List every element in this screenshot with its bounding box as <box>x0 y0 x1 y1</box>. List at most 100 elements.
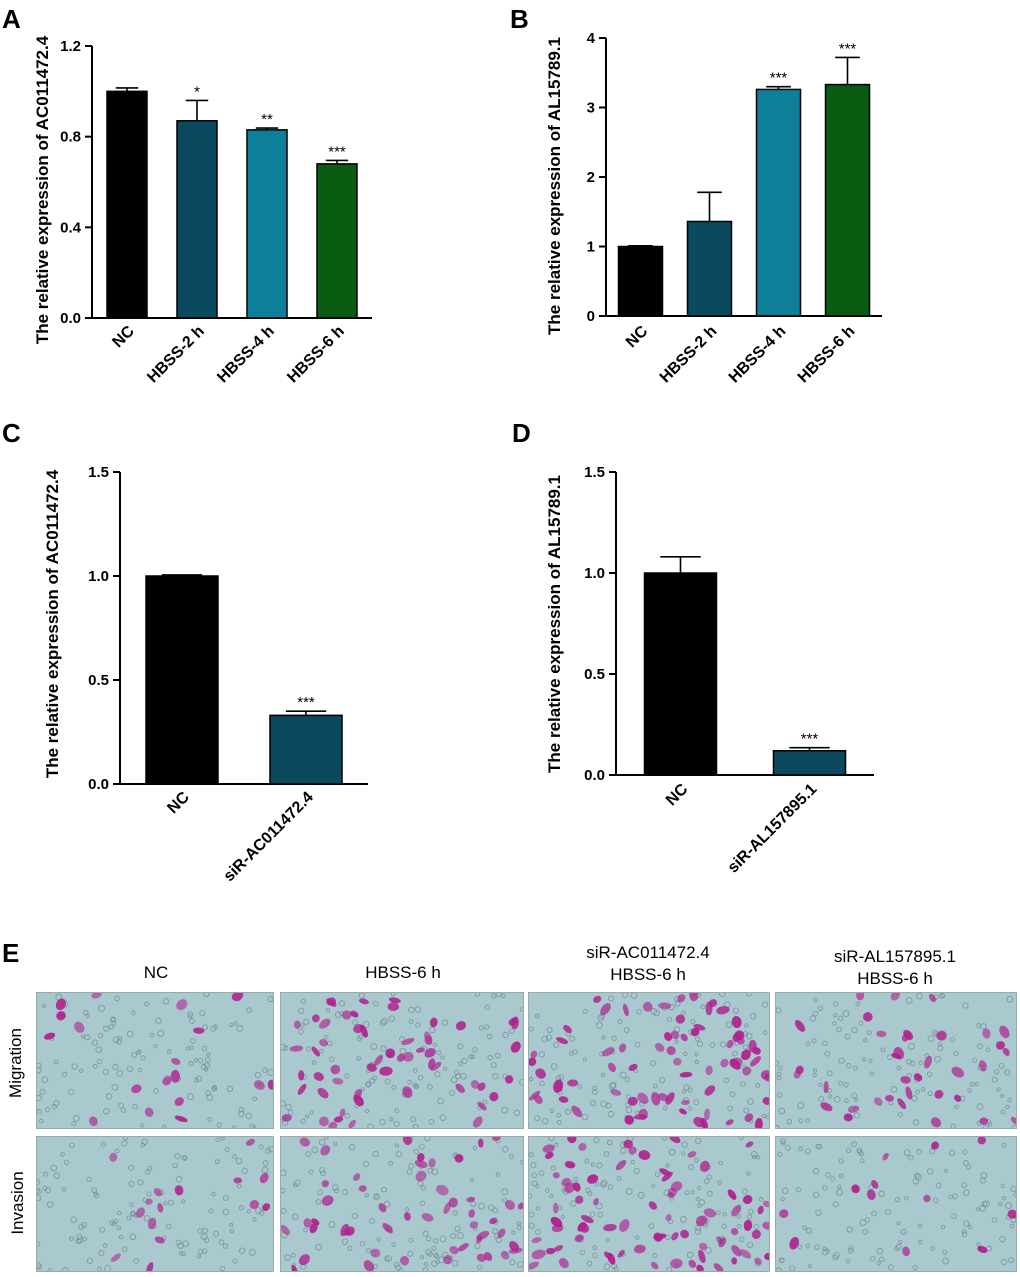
x-category-label: HBSS-2 h <box>144 323 208 387</box>
significance-label: *** <box>770 70 788 87</box>
membrane-pore <box>904 1195 909 1201</box>
membrane-pore <box>1008 1257 1015 1264</box>
bar-chart-d: The relative expression of AL15789.1 0.0 0… <box>545 464 874 876</box>
membrane-pore <box>226 1085 234 1093</box>
stained-cell <box>529 1057 537 1067</box>
membrane-pore <box>932 1197 939 1204</box>
membrane-pore <box>822 1040 828 1046</box>
stained-cell <box>476 1253 487 1262</box>
membrane-pore <box>338 1000 346 1007</box>
membrane-pore <box>258 1144 264 1150</box>
stained-cell <box>871 1180 879 1189</box>
membrane-pore <box>529 1211 535 1218</box>
stained-cell <box>680 1229 689 1239</box>
membrane-pore <box>415 1022 421 1028</box>
membrane-pore <box>431 1245 437 1251</box>
membrane-pore <box>994 1069 1000 1075</box>
membrane-pore <box>114 995 120 1002</box>
membrane-pore <box>809 1015 817 1022</box>
membrane-pore <box>303 1227 308 1233</box>
membrane-pore <box>500 993 506 999</box>
membrane-pore <box>694 1059 699 1065</box>
membrane-pore <box>218 1239 225 1246</box>
membrane-pore <box>962 1002 969 1009</box>
membrane-pore <box>441 1019 449 1026</box>
membrane-pore <box>391 1242 397 1247</box>
stained-cell <box>328 1121 338 1128</box>
membrane-pore <box>739 1236 745 1243</box>
membrane-pore <box>869 1255 876 1262</box>
stained-cell <box>298 1070 305 1081</box>
membrane-pore <box>200 1233 208 1240</box>
stained-cell <box>472 1116 483 1128</box>
membrane-pore <box>380 1017 388 1025</box>
membrane-pore <box>539 1080 545 1087</box>
membrane-pore <box>697 1185 702 1191</box>
membrane-pore <box>37 1264 43 1270</box>
membrane-pore <box>878 1190 885 1198</box>
stained-cell <box>762 1221 769 1230</box>
membrane-pore <box>211 1191 216 1197</box>
membrane-pore <box>140 1142 146 1148</box>
membrane-pore <box>687 1087 693 1093</box>
membrane-pore <box>37 1066 42 1074</box>
stained-cell <box>249 1199 259 1210</box>
stained-cell <box>387 1002 400 1011</box>
membrane-pore <box>1001 1196 1007 1201</box>
membrane-pore <box>709 1042 716 1048</box>
membrane-pore <box>887 1054 893 1061</box>
membrane-pore <box>999 1093 1005 1099</box>
membrane-pore <box>37 1062 42 1069</box>
membrane-pore <box>323 1137 329 1140</box>
membrane-pore <box>894 1246 900 1252</box>
membrane-pore <box>706 1174 713 1180</box>
stained-cell <box>996 1041 1006 1050</box>
stained-cell <box>348 1119 356 1128</box>
membrane-pore <box>39 1118 44 1124</box>
stained-cell <box>388 997 401 1004</box>
membrane-pore <box>942 1249 948 1255</box>
stained-cell <box>764 1252 769 1261</box>
membrane-pore <box>457 1061 463 1067</box>
stained-cell <box>618 1043 627 1053</box>
membrane-pore <box>37 1094 43 1102</box>
membrane-pore <box>751 1154 757 1160</box>
membrane-pore <box>236 1025 244 1032</box>
x-category-label: NC <box>109 322 138 351</box>
stained-cell <box>153 1188 163 1197</box>
membrane-pore <box>582 1057 587 1062</box>
membrane-pore <box>140 1055 146 1061</box>
membrane-pore <box>663 1106 668 1111</box>
membrane-pore <box>201 1045 208 1052</box>
stained-cell <box>720 1058 729 1068</box>
membrane-pore <box>208 1208 214 1214</box>
stained-cell <box>354 1088 363 1099</box>
membrane-pore <box>434 1253 440 1259</box>
panel-label-c: C <box>2 418 21 448</box>
membrane-pore <box>215 1137 221 1143</box>
membrane-pore <box>725 1021 733 1028</box>
membrane-pore <box>654 1171 661 1177</box>
membrane-pore <box>601 1179 608 1187</box>
membrane-pore <box>189 1018 195 1024</box>
stained-cell <box>350 1010 359 1018</box>
membrane-pore <box>495 1052 501 1059</box>
membrane-pore <box>365 1082 371 1088</box>
stained-cell <box>698 1249 706 1264</box>
membrane-pore <box>418 1143 425 1150</box>
membrane-pore <box>109 1220 115 1226</box>
stained-cell <box>745 1141 754 1148</box>
membrane-pore <box>174 1153 181 1160</box>
membrane-pore <box>413 1148 419 1155</box>
membrane-pore <box>858 1020 864 1026</box>
membrane-pore <box>719 1041 727 1048</box>
micrograph-background <box>529 993 769 1128</box>
membrane-pore <box>972 1057 978 1063</box>
membrane-pore <box>300 1023 305 1028</box>
stained-cell <box>843 1113 853 1122</box>
membrane-pore <box>86 1257 94 1264</box>
membrane-pore <box>50 1164 58 1172</box>
membrane-pore <box>300 998 306 1004</box>
y-axis-label: The relative expression of AC011472.4 <box>33 35 52 344</box>
membrane-pore <box>449 1090 456 1096</box>
